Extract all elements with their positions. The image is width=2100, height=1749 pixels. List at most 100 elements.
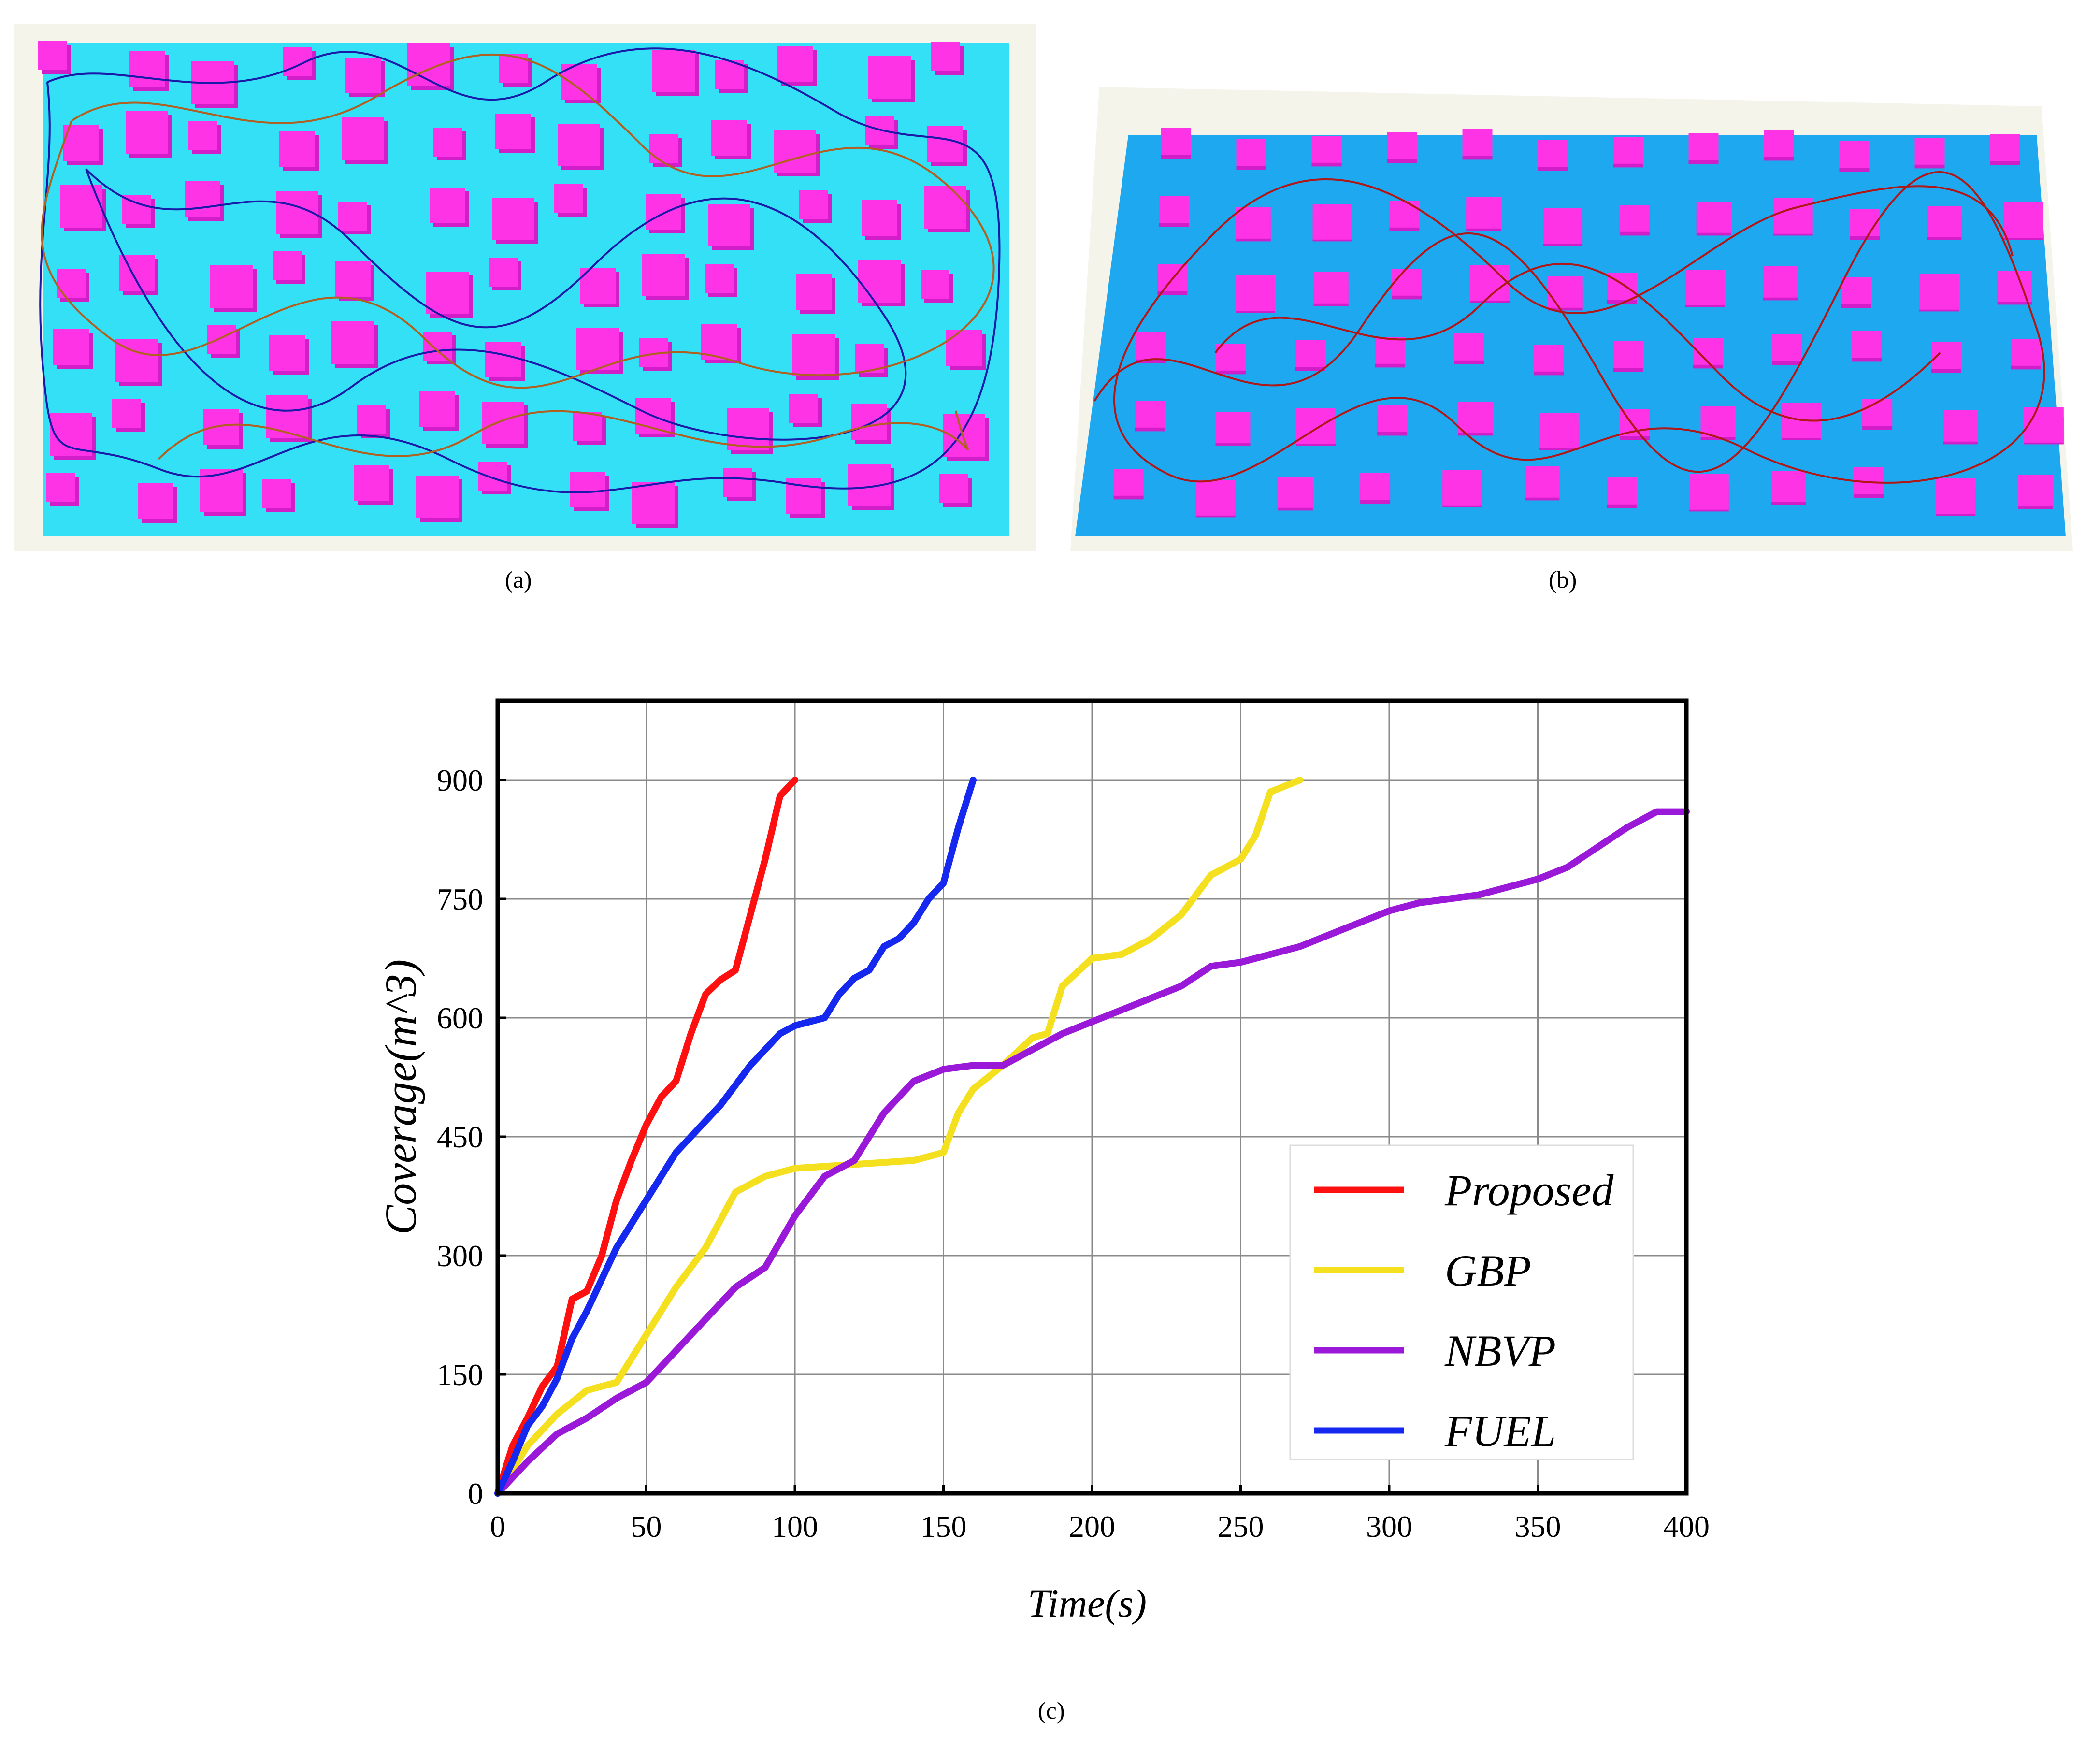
series-line-gbp bbox=[494, 777, 1304, 1497]
legend-box bbox=[1289, 1144, 1634, 1460]
map-b-obstacle bbox=[1914, 138, 1945, 165]
map-b-obstacle bbox=[1375, 337, 1405, 364]
map-a-trajectory-orange-2 bbox=[158, 410, 969, 460]
map-a-obstacle bbox=[558, 124, 600, 166]
map-b-obstacle bbox=[1458, 402, 1493, 433]
map-a-obstacle bbox=[632, 482, 675, 524]
map-a-obstacle bbox=[492, 198, 534, 240]
map-b-obstacle bbox=[1538, 140, 1568, 167]
map-a-obstacle bbox=[921, 270, 949, 299]
map-b-obstacle bbox=[1772, 334, 1802, 361]
map-a-obstacle bbox=[705, 264, 734, 293]
series-line-proposed bbox=[494, 777, 798, 1497]
map-a-obstacle bbox=[342, 117, 384, 160]
map-b-obstacle bbox=[1936, 478, 1976, 514]
map-b-obstacle bbox=[1466, 197, 1501, 229]
map-a-obstacle bbox=[126, 111, 168, 154]
y-tick-label: 600 bbox=[437, 1001, 483, 1035]
map-b-obstacle bbox=[1689, 474, 1729, 510]
map-a-obstacle bbox=[122, 195, 151, 224]
map-b-obstacles bbox=[1113, 128, 2064, 518]
map-b-obstacle bbox=[1236, 139, 1266, 166]
map-a-obstacle bbox=[279, 131, 315, 167]
map-b-obstacle bbox=[1236, 207, 1271, 239]
y-tick-label: 900 bbox=[437, 763, 483, 797]
map-a-obstacle bbox=[207, 325, 236, 354]
map-b-obstacle bbox=[1696, 202, 1731, 233]
map-b-obstacle bbox=[1543, 208, 1583, 244]
panel-label-a: (a) bbox=[505, 566, 532, 593]
map-b-obstacle bbox=[1990, 134, 2020, 161]
map-a-obstacle bbox=[63, 125, 99, 161]
map-a-obstacle bbox=[338, 202, 367, 231]
map-a-obstacle bbox=[357, 405, 386, 434]
map-a-obstacle bbox=[711, 120, 747, 156]
y-axis-ticks: 0 150 300 450 600 750 900 bbox=[437, 763, 506, 1511]
map-b-obstacle bbox=[1919, 274, 1959, 310]
map-b-obstacle bbox=[1771, 471, 1806, 502]
map-a-obstacle bbox=[185, 181, 220, 217]
map-a-obstacle bbox=[482, 402, 524, 444]
map-a-obstacle bbox=[646, 194, 681, 230]
map-b-obstacle bbox=[1764, 130, 1794, 157]
map-a-obstacle bbox=[495, 114, 531, 149]
map-a-obstacle bbox=[210, 265, 253, 308]
map-b-obstacle bbox=[1442, 470, 1482, 506]
map-b-obstacle bbox=[1850, 209, 1880, 236]
series-lines bbox=[494, 777, 1690, 1497]
map-b-obstacle bbox=[1161, 128, 1191, 155]
map-b-obstacle bbox=[1136, 332, 1166, 360]
map-a-obstacle bbox=[931, 42, 960, 71]
map-a-obstacle bbox=[796, 274, 832, 310]
map-a-obstacle bbox=[649, 134, 678, 163]
map-a-obstacle bbox=[927, 126, 963, 162]
map-b-obstacle bbox=[1295, 340, 1325, 367]
map-b-obstacle bbox=[1313, 272, 1349, 304]
map-a-obstacle bbox=[129, 51, 165, 87]
map-a-obstacle bbox=[119, 255, 155, 291]
map-b-obstacle bbox=[2003, 202, 2043, 238]
map-a-obstacle bbox=[573, 412, 602, 441]
map-a-obstacle bbox=[946, 330, 982, 366]
y-tick-label: 0 bbox=[468, 1476, 483, 1511]
map-b-obstacle bbox=[1392, 269, 1422, 296]
map-b-obstacle bbox=[1839, 141, 1870, 168]
map-a-obstacle bbox=[862, 200, 897, 236]
map-b-obstacle bbox=[1454, 333, 1484, 361]
map-a-obstacle bbox=[53, 329, 89, 365]
series-line-fuel bbox=[494, 777, 977, 1497]
x-tick-label: 350 bbox=[1515, 1509, 1561, 1544]
map-b-obstacle bbox=[1462, 129, 1493, 156]
x-tick-label: 400 bbox=[1663, 1509, 1710, 1544]
map-a-obstacle bbox=[345, 58, 381, 93]
map-b-obstacle bbox=[1700, 406, 1736, 437]
map-b-obstacle bbox=[1534, 345, 1564, 372]
map-a-obstacle bbox=[38, 41, 67, 70]
map-a-obstacle bbox=[868, 56, 911, 99]
x-tick-label: 300 bbox=[1366, 1509, 1412, 1544]
map-a-obstacle bbox=[50, 413, 92, 456]
map-a-obstacles bbox=[38, 41, 989, 528]
map-b-obstacle bbox=[1841, 277, 1871, 304]
series-line-nbvp bbox=[494, 808, 1690, 1497]
map-a-obstacle bbox=[188, 121, 217, 150]
map-b-obstacle bbox=[1312, 204, 1352, 240]
map-a-obstacle bbox=[416, 476, 459, 518]
map-b-trajectory-red-2 bbox=[1214, 263, 1941, 422]
map-a-obstacle bbox=[851, 404, 887, 440]
map-a-obstacle bbox=[331, 321, 374, 364]
map-b-obstacle bbox=[1613, 341, 1643, 368]
map-a-obstacle bbox=[939, 474, 968, 503]
map-b-obstacle bbox=[1852, 331, 1882, 358]
map-b-obstacle bbox=[1215, 412, 1251, 443]
map-a-obstacle bbox=[112, 399, 141, 428]
map-a-obstacle bbox=[354, 465, 389, 501]
map-a-obstacle bbox=[46, 473, 75, 502]
map-a-trajectory-orange bbox=[41, 53, 995, 389]
map-a-obstacle bbox=[708, 204, 750, 246]
legend-label-gbp: GBP bbox=[1445, 1246, 1531, 1295]
map-a-trajectories bbox=[39, 47, 1001, 493]
map-a-obstacle bbox=[792, 334, 835, 376]
map-b-obstacle bbox=[1619, 205, 1650, 232]
map-a-obstacle bbox=[652, 50, 695, 92]
